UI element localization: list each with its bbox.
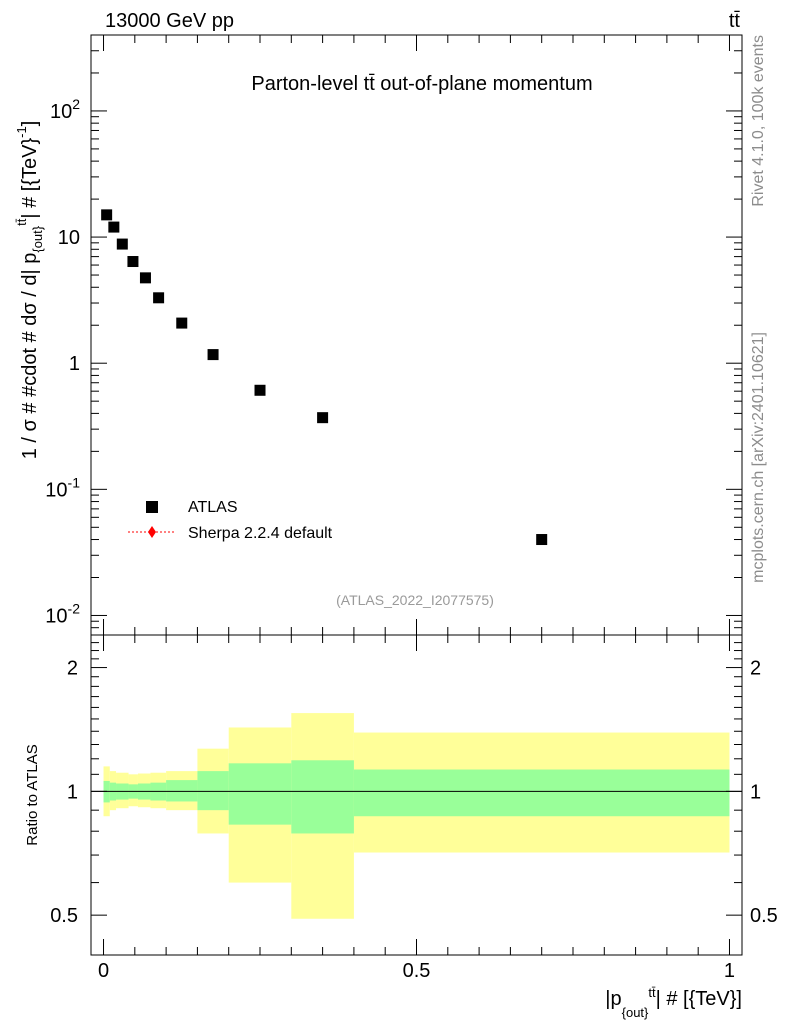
legend-sherpa-marker	[148, 526, 156, 538]
main-frame	[90, 34, 743, 636]
main-y-axis-title: 1 / σ # #cdot # dσ / d| p{out}tt̄| # [{T…	[14, 121, 45, 460]
main-y-tick-label: 1	[69, 353, 80, 375]
ratio-y-tick-label-left: 1	[67, 781, 78, 803]
main-y-tick-labels: 10-2 10-1 1 10 102	[45, 96, 80, 628]
ratio-y-tick-label-right: 1	[750, 781, 761, 803]
main-y-tick-label: 10-2	[45, 600, 80, 627]
atlas-data-point	[153, 292, 165, 304]
ratio-y-tick-label-right: 0.5	[750, 905, 778, 927]
band-segment	[166, 780, 198, 802]
ratio-y-tick-label-right: 2	[750, 658, 761, 680]
band-segment	[291, 760, 354, 834]
band-segment	[228, 763, 292, 825]
mcplots-source-label: mcplots.cern.ch [arXiv:2401.10621]	[750, 332, 767, 583]
process-label: tt̄	[729, 10, 741, 32]
legend-atlas-label: ATLAS	[188, 499, 238, 516]
ratio-y-tick-label-left: 0.5	[50, 905, 78, 927]
legend: ATLAS Sherpa 2.2.4 default	[128, 499, 333, 542]
main-y-tick-label: 102	[50, 96, 80, 123]
rivet-version-label: Rivet 4.1.0, 100k events	[750, 35, 767, 207]
atlas-data-point	[176, 317, 188, 329]
chart-title: Parton-level tt̄ out-of-plane momentum	[251, 73, 592, 95]
stat-uncertainty-band	[103, 760, 730, 834]
atlas-data-point	[108, 221, 120, 233]
atlas-data-point	[254, 384, 266, 396]
analysis-label: (ATLAS_2022_I2077575)	[336, 592, 494, 608]
ratio-y-tick-labels: 0.5 0.5 1 1 2 2	[50, 658, 778, 928]
x-tick-label: 1	[724, 960, 735, 982]
main-y-tick-label: 10-1	[45, 474, 80, 501]
legend-sherpa-label: Sherpa 2.2.4 default	[188, 525, 333, 542]
x-tick-label: 0	[98, 960, 109, 982]
x-tick-label: 0.5	[403, 960, 431, 982]
main-ticks	[91, 34, 742, 636]
main-y-tick-label: 10	[58, 227, 80, 249]
atlas-data-point	[207, 349, 219, 361]
x-axis-title: |p{out}tt̄| # [{TeV}]	[605, 985, 742, 1020]
atlas-data-point	[139, 272, 151, 284]
ratio-ticks	[91, 634, 742, 956]
energy-label: 13000 GeV pp	[105, 10, 234, 32]
atlas-data-point	[536, 534, 548, 546]
ratio-y-tick-label-left: 2	[67, 658, 78, 680]
atlas-data-points	[101, 209, 548, 546]
legend-atlas-marker	[146, 501, 158, 513]
atlas-data-point	[116, 238, 128, 250]
ratio-y-axis-title: Ratio to ATLAS	[24, 744, 41, 845]
x-tick-labels: 0 0.5 1	[98, 960, 735, 982]
atlas-data-point	[101, 209, 113, 221]
main-panel: 10-2 10-1 1 10 102 Parton-level tt̄ out-of-p…	[45, 34, 743, 636]
ratio-panel: 0.5 0.51 12 2 0 0.5 1	[50, 634, 778, 982]
ratio-uncertainty-bands	[103, 713, 730, 919]
band-segment	[197, 771, 229, 811]
atlas-data-point	[127, 256, 139, 268]
atlas-data-point	[317, 412, 329, 424]
band-segment	[353, 769, 730, 817]
